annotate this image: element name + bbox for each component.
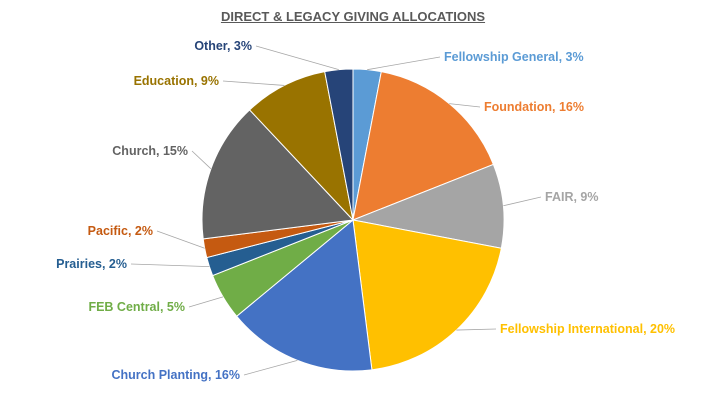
data-label-church: Church, 15% — [112, 144, 188, 158]
pie-slice-foundation — [352, 71, 495, 221]
data-label-fellowship-general: Fellowship General, 3% — [444, 50, 584, 64]
data-label-fellowship-international: Fellowship International, 20% — [500, 322, 675, 336]
leader-line-foundation — [449, 103, 481, 108]
data-label-church-planting: Church Planting, 16% — [112, 368, 241, 382]
pie-slice-fair — [351, 163, 505, 249]
leader-line-fellowship-general — [367, 56, 441, 71]
leader-line-other — [255, 45, 339, 71]
chart-title: DIRECT & LEGACY GIVING ALLOCATIONS — [220, 9, 486, 24]
data-label-other: Other, 3% — [194, 39, 252, 53]
data-label-pacific: Pacific, 2% — [88, 224, 153, 238]
leader-line-feb-central — [188, 296, 224, 308]
leader-line-prairies — [130, 263, 210, 268]
leader-line-fellowship-international — [456, 328, 497, 331]
data-label-foundation: Foundation, 16% — [484, 100, 584, 114]
pie-slice-education — [248, 71, 354, 222]
pie-slice-church-planting — [235, 219, 373, 372]
leader-line-church — [191, 150, 212, 170]
data-label-education: Education, 9% — [134, 74, 219, 88]
data-label-prairies: Prairies, 2% — [56, 257, 127, 271]
pie-slice-church — [201, 109, 355, 240]
pie-slice-fellowship-international — [352, 219, 502, 371]
data-label-feb-central: FEB Central, 5% — [88, 300, 185, 314]
leader-line-pacific — [156, 230, 205, 249]
leader-line-fair — [503, 196, 542, 207]
leader-line-education — [222, 80, 285, 86]
leader-line-church-planting — [243, 360, 298, 376]
data-label-fair: FAIR, 9% — [545, 190, 599, 204]
